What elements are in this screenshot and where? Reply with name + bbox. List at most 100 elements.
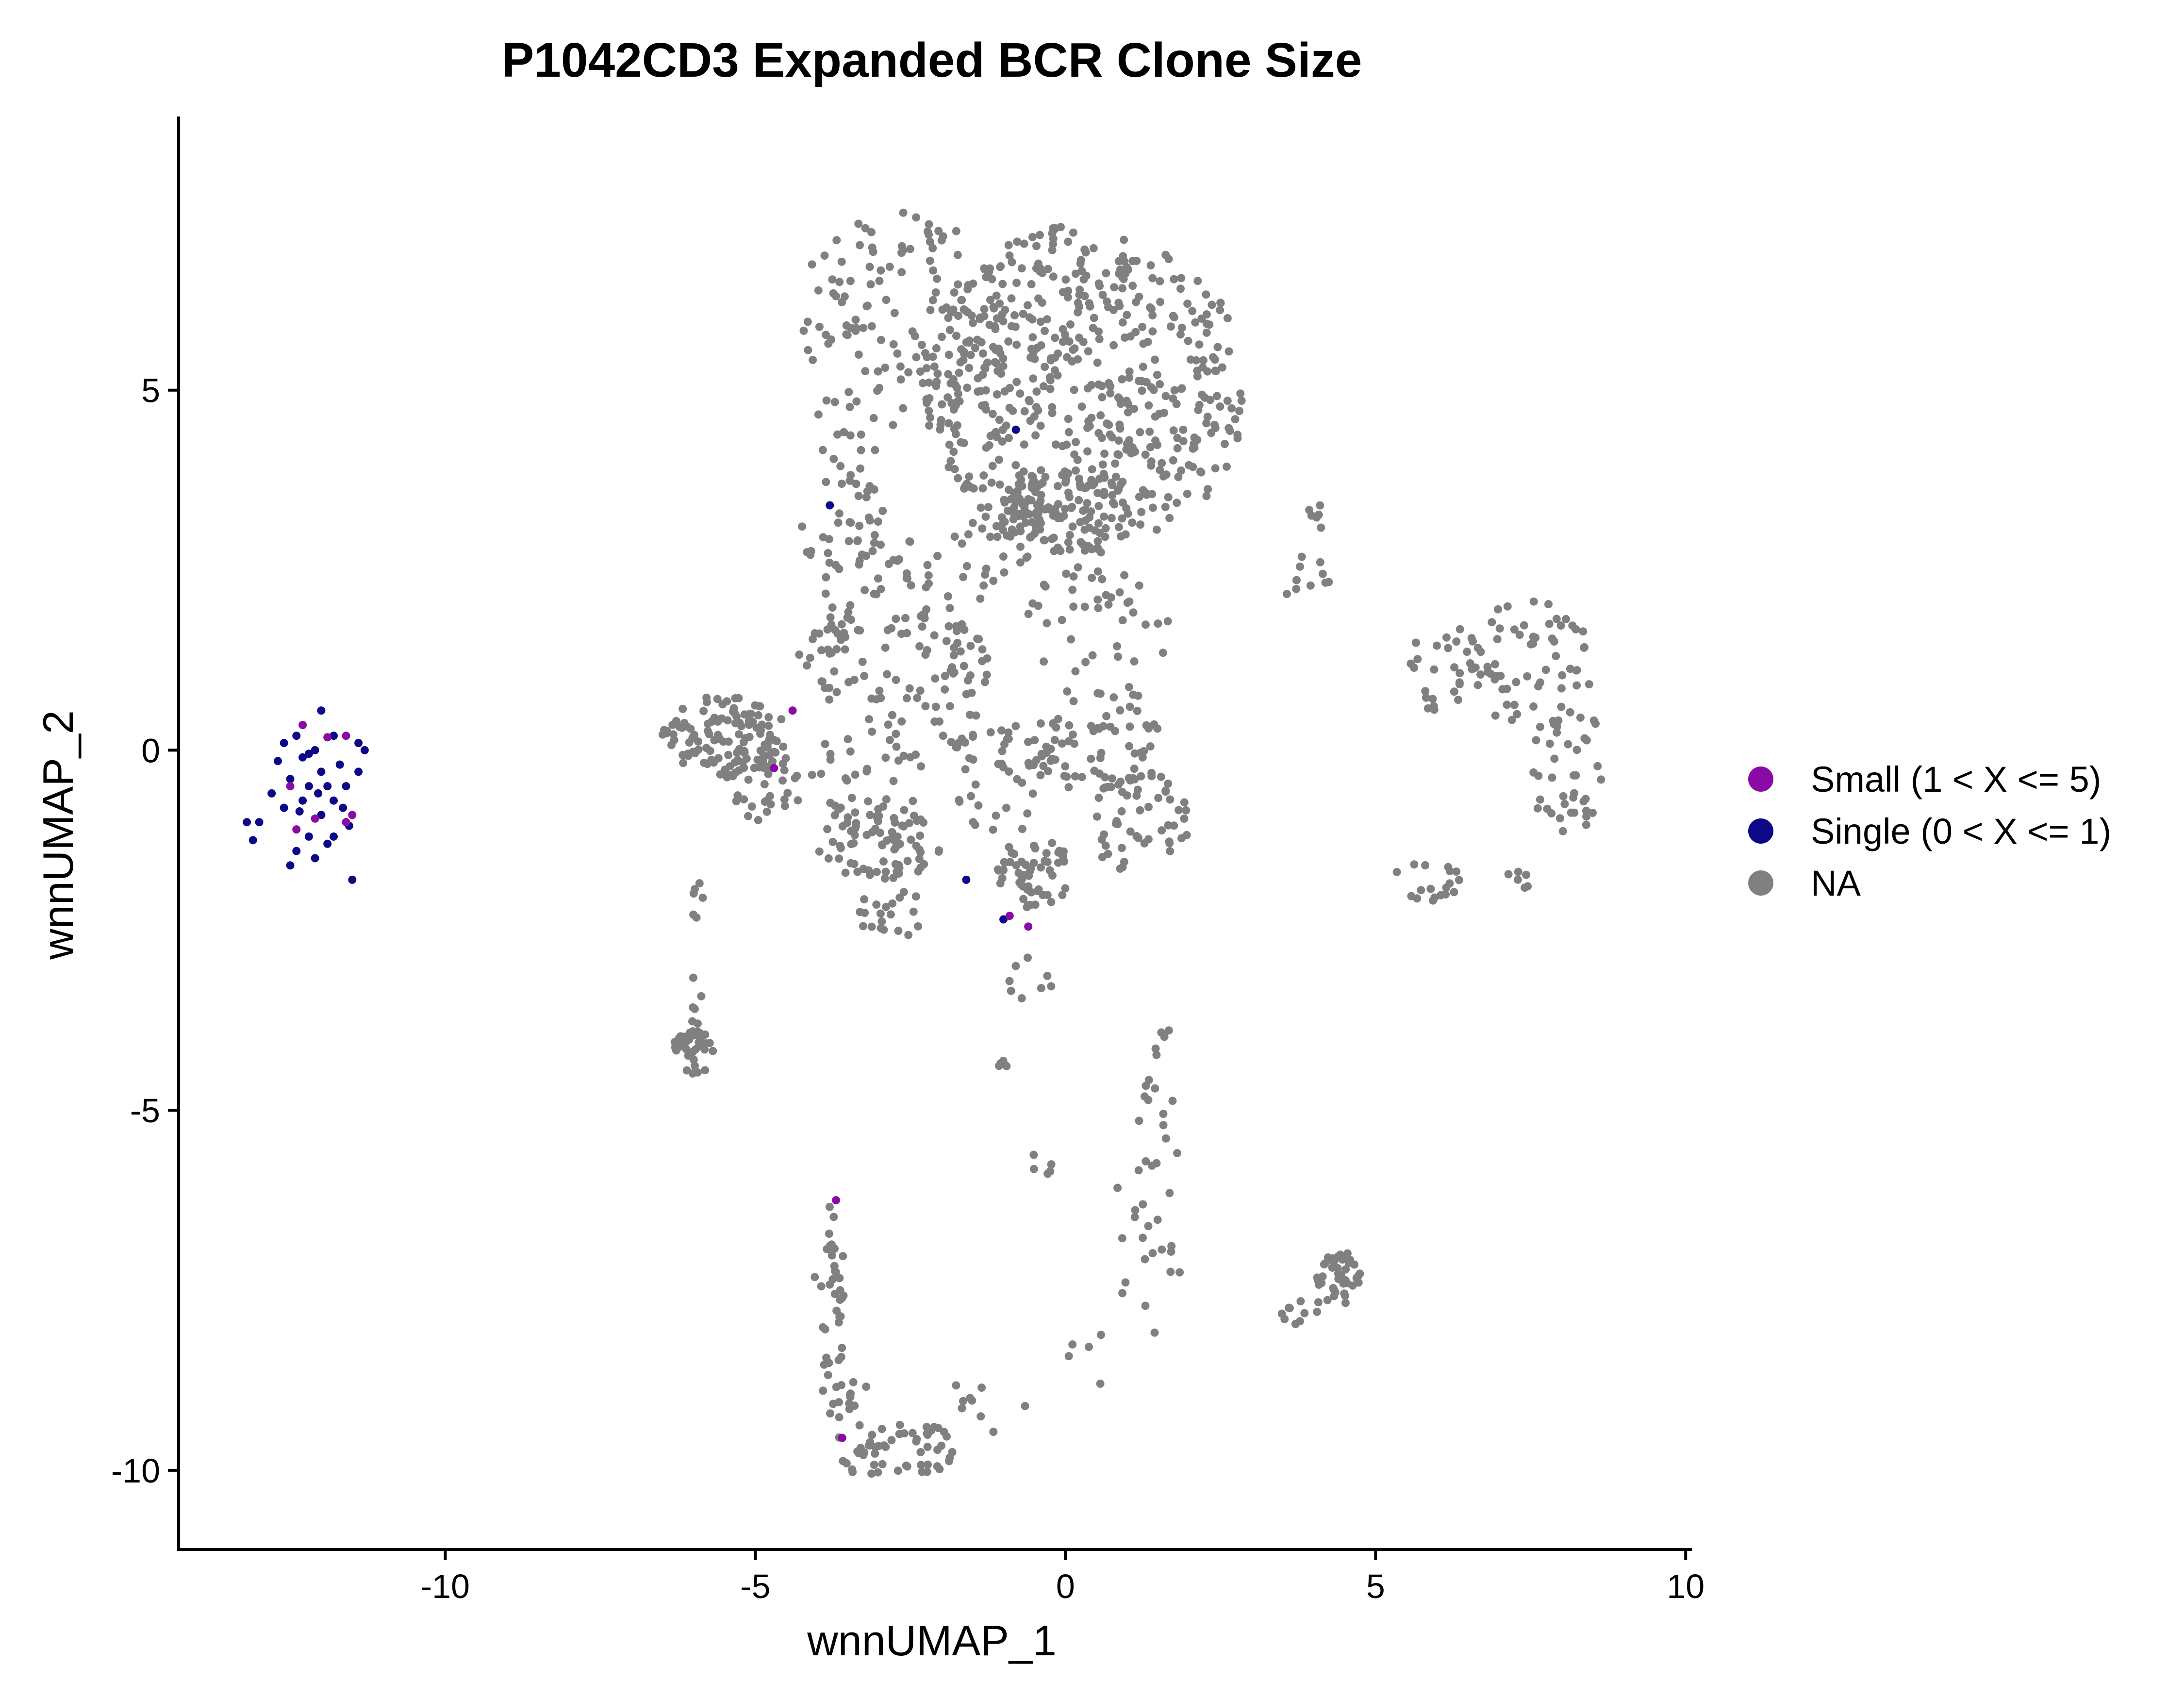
data-point [689,973,697,982]
data-point [1016,389,1025,398]
data-point [1117,844,1126,852]
data-point [902,574,911,583]
data-point [818,446,827,454]
data-point [1107,783,1115,791]
data-point [946,379,955,388]
data-point [1064,538,1073,547]
data-point [292,825,301,834]
data-point [718,700,727,709]
data-point [1114,780,1123,789]
data-point [996,262,1005,271]
data-point [1152,525,1161,534]
data-point [1503,602,1512,611]
data-point [1011,461,1020,469]
data-point [878,507,887,515]
data-point [1430,893,1439,902]
data-point [918,622,927,631]
data-point [1011,425,1020,434]
data-point [1504,870,1513,879]
data-point [1148,1249,1157,1258]
data-point [874,517,882,526]
data-point [894,927,903,935]
data-point [1582,820,1590,829]
data-point [1009,515,1018,524]
data-point [881,1443,890,1451]
data-point [833,430,842,439]
data-point [1052,723,1060,732]
data-point [1077,402,1086,411]
data-point [1430,665,1439,674]
data-point [1417,886,1425,895]
data-point [925,406,933,415]
data-point [862,551,870,560]
data-point [855,560,863,569]
data-point [874,817,882,826]
data-point [1024,953,1032,962]
data-point [950,643,959,652]
data-point [862,1383,871,1391]
data-point [844,608,853,616]
data-point [1135,292,1143,301]
data-point [1159,1121,1168,1130]
data-point [828,603,837,612]
data-point [1487,669,1495,678]
data-point [1582,812,1591,821]
data-point [1016,558,1025,567]
data-point [969,318,977,327]
data-point [1170,313,1178,322]
data-point [1110,500,1119,509]
data-point [888,711,896,719]
data-point [1061,476,1070,485]
data-point [1580,734,1589,743]
data-point [1020,239,1028,248]
data-point [1580,643,1588,652]
data-point [1049,533,1058,542]
data-point [1042,315,1051,324]
data-point [1025,761,1034,770]
data-point [828,837,837,846]
data-point [899,404,908,413]
data-point [868,547,877,555]
data-point [949,405,958,414]
data-point [1042,619,1051,628]
data-point [846,601,855,610]
data-point [874,1442,883,1450]
data-point [1098,575,1107,583]
legend-label: Single (0 < X <= 1) [1811,811,2111,851]
data-point [1118,284,1126,293]
data-point [1521,883,1529,892]
data-point [298,721,307,729]
data-point [1094,604,1103,613]
data-point [1094,429,1103,437]
data-point [1030,477,1039,486]
data-point [1216,306,1224,315]
data-point [944,622,953,631]
data-point [1069,228,1077,237]
data-point [1032,523,1041,532]
data-point [868,828,877,836]
data-point [1108,774,1116,783]
data-point [857,430,865,439]
data-point [817,769,826,778]
data-point [1118,514,1126,523]
data-point [979,581,988,590]
data-point [1142,489,1151,498]
data-point [983,654,992,663]
data-point [866,811,875,819]
data-point [1024,495,1033,503]
data-point [1235,407,1244,416]
data-point [731,768,740,777]
data-point [1202,310,1211,319]
data-point [1060,504,1069,513]
data-point [944,419,953,428]
data-point [1065,531,1074,539]
data-point [926,256,934,265]
data-point [1119,275,1128,283]
data-point [909,797,917,805]
data-point [1082,271,1091,280]
series-group [658,208,1605,1478]
data-point [1572,746,1581,754]
data-point [844,388,853,397]
data-point [1012,340,1021,349]
data-point [1030,412,1039,421]
